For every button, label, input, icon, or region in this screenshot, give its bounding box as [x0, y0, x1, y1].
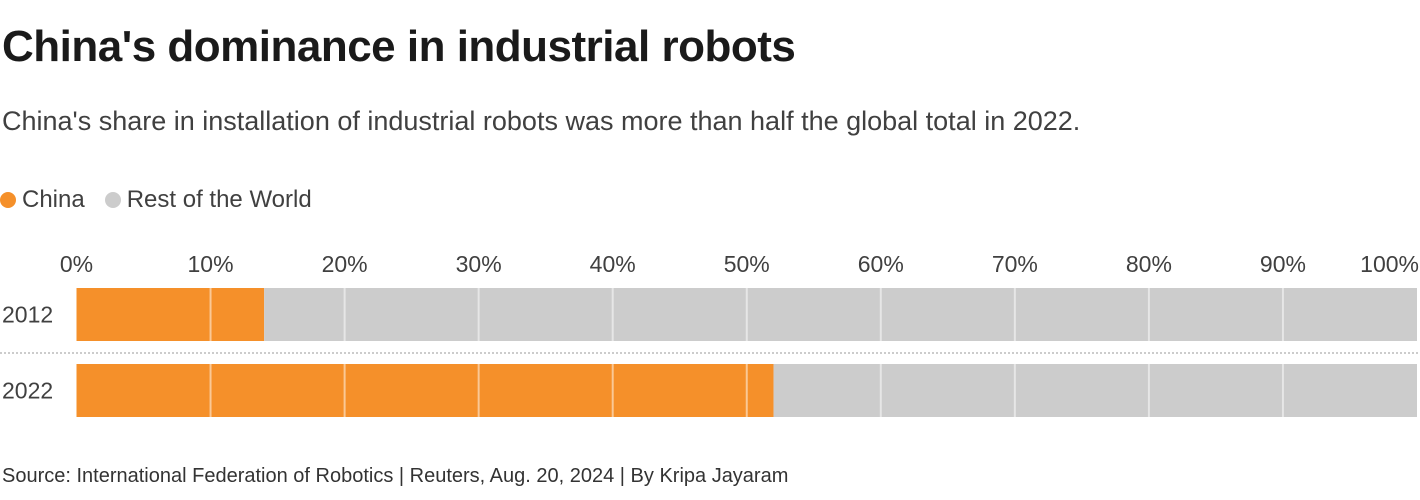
x-tick-label: 0% [60, 251, 93, 277]
y-category-label: 2022 [2, 378, 53, 404]
x-tick-label: 30% [456, 251, 502, 277]
legend: China Rest of the World [0, 186, 312, 214]
x-tick-label: 90% [1260, 251, 1306, 277]
x-tick-label: 100% [1360, 251, 1419, 277]
x-tick-label: 20% [322, 251, 368, 277]
x-tick-label: 60% [858, 251, 904, 277]
bar-china-2022 [76, 364, 774, 417]
legend-item-china: China [0, 186, 85, 214]
legend-swatch-china [0, 192, 16, 208]
legend-label: China [22, 186, 85, 213]
legend-label: Rest of the World [126, 186, 312, 213]
bar-chart: 0% 10% 20% 30% 40% 50% 60% 70% 80% 90% 100% 2012 202… [0, 251, 1420, 417]
x-tick-label: 50% [724, 251, 770, 277]
y-category-label: 2012 [2, 302, 53, 328]
chart-title: China's dominance in industrial robots [2, 22, 796, 71]
legend-swatch-rest [104, 192, 121, 208]
source-note: Source: International Federation of Robo… [2, 465, 789, 487]
x-tick-label: 70% [992, 251, 1038, 277]
bar-rest-2012 [264, 288, 1417, 341]
x-tick-label: 40% [590, 251, 636, 277]
x-tick-label: 10% [188, 251, 234, 277]
chart-subtitle: China's share in installation of industr… [2, 106, 1081, 136]
bar-china-2012 [76, 288, 265, 341]
legend-item-rest: Rest of the World [104, 186, 312, 214]
bar-rest-2022 [773, 364, 1417, 417]
x-tick-label: 80% [1126, 251, 1172, 277]
